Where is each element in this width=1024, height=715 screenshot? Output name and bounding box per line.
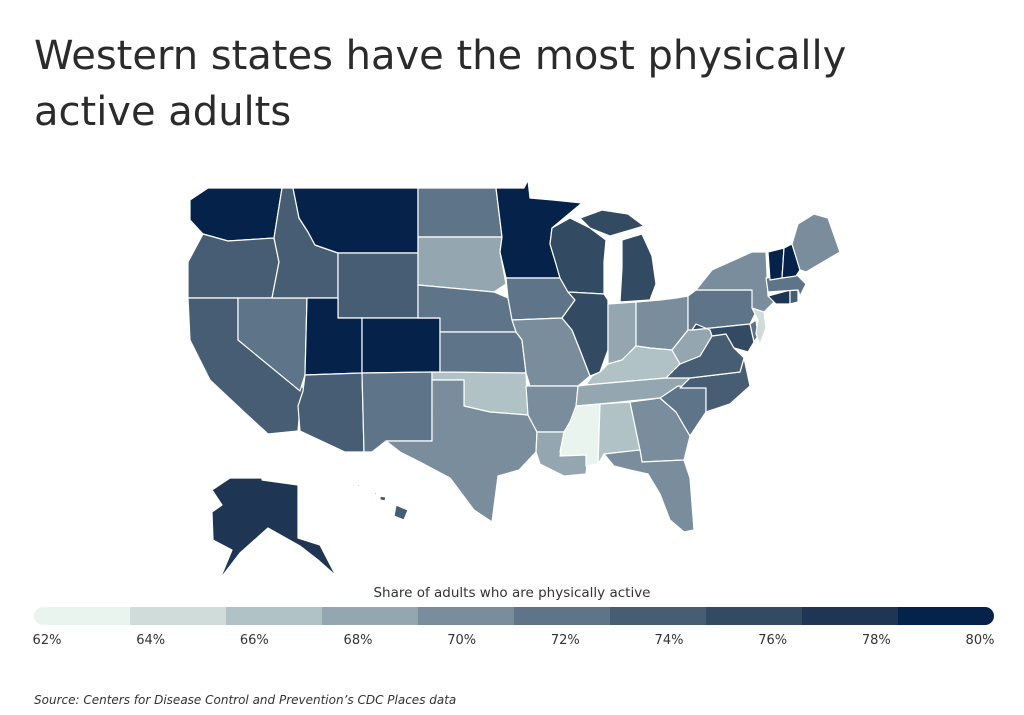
- state-ak[interactable]: [211, 477, 337, 580]
- state-sd[interactable]: [417, 236, 507, 293]
- legend-swatch: [34, 607, 130, 625]
- state-ks[interactable]: [439, 331, 527, 374]
- legend-tick-label: 74%: [654, 633, 684, 648]
- state-or[interactable]: [187, 233, 280, 299]
- legend-tick-labels: 62% 64% 66% 68% 70% 72% 74% 76% 78% 80%: [0, 633, 1024, 651]
- legend-swatch: [610, 607, 706, 625]
- source-note: Source: Centers for Disease Control and …: [34, 693, 457, 707]
- legend-color-scale: [34, 607, 994, 625]
- legend-swatch: [322, 607, 418, 625]
- legend-tick-label: 66%: [239, 633, 269, 648]
- legend-tick-label: 70%: [447, 633, 477, 648]
- state-wy[interactable]: [337, 252, 419, 319]
- legend-swatch: [706, 607, 802, 625]
- legend-swatch: [898, 607, 994, 625]
- state-hi[interactable]: [355, 483, 409, 521]
- state-tx[interactable]: [385, 379, 538, 523]
- page-title: Western states have the most physically …: [34, 33, 847, 135]
- legend-swatch: [802, 607, 898, 625]
- state-nh[interactable]: [781, 243, 801, 279]
- state-me[interactable]: [791, 213, 841, 273]
- legend-tick-label: 68%: [343, 633, 373, 648]
- legend-tick-label: 64%: [136, 633, 166, 648]
- legend-swatch: [514, 607, 610, 625]
- legend-tick-label: 62%: [32, 633, 62, 648]
- legend-tick-label: 80%: [965, 633, 995, 648]
- legend-tick-label: 76%: [758, 633, 788, 648]
- state-il[interactable]: [561, 291, 609, 377]
- state-mi[interactable]: [579, 209, 657, 303]
- state-ri[interactable]: [789, 289, 799, 305]
- legend-tick-label: 78%: [861, 633, 891, 648]
- legend-swatch: [226, 607, 322, 625]
- us-choropleth-map: [187, 179, 841, 580]
- state-az[interactable]: [297, 372, 365, 453]
- state-fl[interactable]: [603, 449, 695, 533]
- state-nm[interactable]: [361, 371, 433, 453]
- legend-title: Share of adults who are physically activ…: [373, 585, 651, 601]
- legend-swatch: [418, 607, 514, 625]
- legend-swatch: [130, 607, 226, 625]
- state-co[interactable]: [361, 317, 441, 374]
- state-wa[interactable]: [189, 187, 283, 242]
- legend-tick-label: 72%: [550, 633, 580, 648]
- state-nd[interactable]: [417, 187, 503, 238]
